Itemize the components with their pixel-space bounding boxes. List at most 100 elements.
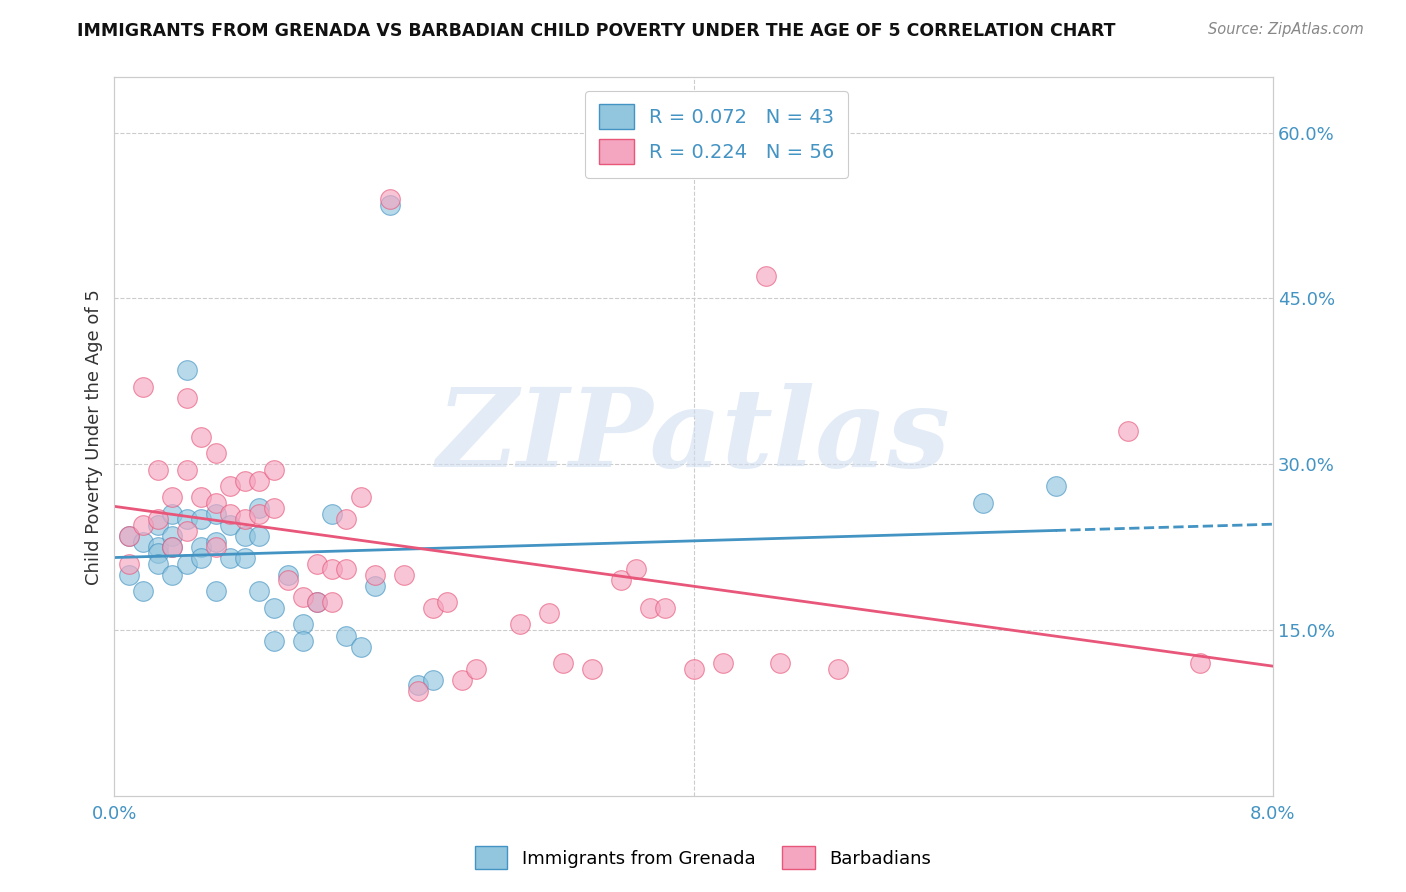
Point [132,380,155,394]
Point [349,640,371,654]
Point [263,463,285,477]
Point [755,269,778,284]
Point [162,529,184,543]
Point [219,518,242,533]
Point [335,562,357,576]
Point [654,600,676,615]
Point [162,491,184,505]
Point [263,501,285,516]
Point [378,192,401,206]
Point [204,507,226,521]
Point [277,574,299,588]
Point [408,683,430,698]
Point [364,567,387,582]
Point [219,507,242,521]
Point [682,662,704,676]
Legend: R = 0.072   N = 43, R = 0.224   N = 56: R = 0.072 N = 43, R = 0.224 N = 56 [585,91,848,178]
Point [364,579,387,593]
Point [537,607,560,621]
Point [638,600,661,615]
Point [291,590,314,604]
Point [118,557,141,571]
Point [247,507,270,521]
Point [307,595,329,609]
Point [118,529,141,543]
Point [176,363,198,377]
Point [553,656,575,670]
Point [422,673,444,687]
Point [247,474,270,488]
Point [408,678,430,692]
Point [422,600,444,615]
Point [465,662,488,676]
Point [176,557,198,571]
Point [436,595,458,609]
Point [233,529,256,543]
Point [1116,424,1139,438]
Point [118,529,141,543]
Point [291,617,314,632]
Legend: Immigrants from Grenada, Barbadians: Immigrants from Grenada, Barbadians [465,838,941,879]
Point [233,551,256,566]
Point [146,463,169,477]
Point [624,562,647,576]
Point [827,662,849,676]
Point [204,584,226,599]
Point [132,584,155,599]
Point [349,491,371,505]
Point [204,540,226,554]
Point [146,540,169,554]
Point [1045,479,1067,493]
Point [176,391,198,405]
Point [378,197,401,211]
Point [132,534,155,549]
Point [581,662,603,676]
Point [190,512,212,526]
Point [190,540,212,554]
Point [307,595,329,609]
Y-axis label: Child Poverty Under the Age of 5: Child Poverty Under the Age of 5 [86,289,103,584]
Point [176,524,198,538]
Point [162,507,184,521]
Point [263,634,285,648]
Text: ZIPatlas: ZIPatlas [437,383,950,491]
Point [233,512,256,526]
Point [146,546,169,560]
Point [219,551,242,566]
Point [162,540,184,554]
Point [176,512,198,526]
Point [233,474,256,488]
Point [307,557,329,571]
Point [118,567,141,582]
Point [263,600,285,615]
Point [610,574,633,588]
Point [769,656,792,670]
Point [204,446,226,460]
Point [291,634,314,648]
Text: IMMIGRANTS FROM GRENADA VS BARBADIAN CHILD POVERTY UNDER THE AGE OF 5 CORRELATIO: IMMIGRANTS FROM GRENADA VS BARBADIAN CHI… [77,22,1116,40]
Point [247,584,270,599]
Point [190,551,212,566]
Point [335,628,357,642]
Point [204,496,226,510]
Point [451,673,474,687]
Point [392,567,415,582]
Point [146,518,169,533]
Point [190,429,212,443]
Point [190,491,212,505]
Point [162,567,184,582]
Point [277,567,299,582]
Point [509,617,531,632]
Point [247,529,270,543]
Point [711,656,734,670]
Point [321,562,343,576]
Point [247,501,270,516]
Point [146,557,169,571]
Point [335,512,357,526]
Point [321,507,343,521]
Point [162,540,184,554]
Point [176,463,198,477]
Point [132,518,155,533]
Text: Source: ZipAtlas.com: Source: ZipAtlas.com [1208,22,1364,37]
Point [972,496,994,510]
